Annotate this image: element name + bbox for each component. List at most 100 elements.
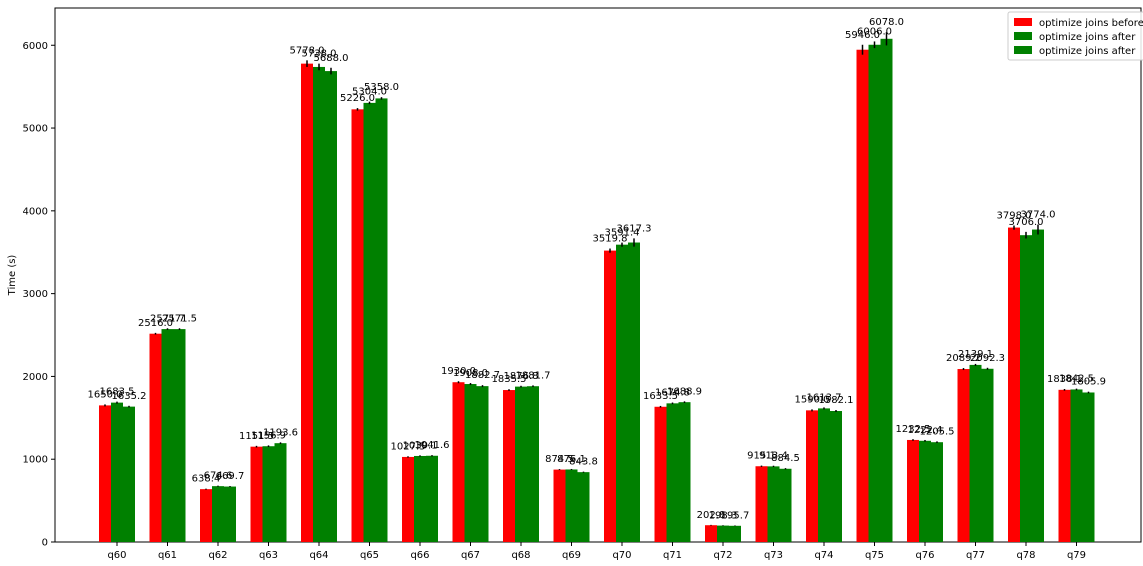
x-tick-label: q67 bbox=[461, 550, 480, 561]
bar-value-label: 3774.0 bbox=[1021, 210, 1056, 221]
bar-value-label: 1882.7 bbox=[465, 370, 500, 381]
bar-value-label: 3617.3 bbox=[617, 223, 652, 234]
bar bbox=[830, 411, 842, 542]
bar-value-label: 2571.7 bbox=[150, 313, 185, 324]
bar bbox=[705, 525, 717, 542]
bar bbox=[981, 368, 994, 542]
legend-swatch bbox=[1014, 18, 1032, 26]
bar-value-label: 1835.5 bbox=[492, 374, 527, 385]
bar bbox=[868, 44, 881, 543]
bar-value-label: 1590.0 bbox=[795, 394, 830, 405]
bar bbox=[604, 250, 616, 542]
bar-value-label: 1908.0 bbox=[453, 368, 488, 379]
y-axis: 0 1000 2000 3000 4000 5000 6000 bbox=[23, 41, 55, 549]
bar bbox=[628, 242, 640, 542]
bar bbox=[224, 486, 236, 542]
bar-value-label: 2516.0 bbox=[138, 318, 173, 329]
bar-value-label: 1232.5 bbox=[896, 424, 931, 435]
bar-value-label: 1156.9 bbox=[251, 430, 286, 441]
bar bbox=[717, 525, 729, 542]
bar-value-label: 1650.0 bbox=[88, 389, 123, 400]
x-tick-label: q63 bbox=[259, 550, 278, 561]
bar bbox=[476, 386, 489, 542]
bar-value-label: 3706.0 bbox=[1009, 217, 1044, 228]
bar bbox=[200, 489, 212, 542]
x-tick-label: q69 bbox=[562, 550, 581, 561]
x-tick-label: q60 bbox=[107, 550, 126, 561]
legend-label: optimize joins after bbox=[1039, 32, 1136, 43]
bar-value-label: 884.5 bbox=[771, 453, 800, 464]
bar-value-label: 5778.0 bbox=[290, 45, 325, 56]
bar bbox=[111, 402, 123, 542]
y-tick-label: 4000 bbox=[23, 206, 48, 217]
bar-value-label: 1222.4 bbox=[908, 425, 943, 436]
bar-value-label: 874.5 bbox=[545, 454, 574, 465]
bars bbox=[99, 32, 1095, 543]
bar bbox=[402, 456, 414, 542]
bar bbox=[931, 442, 943, 542]
bar-value-label: 1881.7 bbox=[516, 370, 551, 381]
bar bbox=[907, 439, 919, 542]
bar-value-label: 1838.1 bbox=[1047, 374, 1082, 385]
bar-value-label: 1876.8 bbox=[504, 371, 539, 382]
bar-value-label: 3591.4 bbox=[605, 228, 640, 239]
bar bbox=[375, 98, 388, 542]
x-axis: q60 q61 q62 q63 q64 q65 q66 q67 q68 q69 q70 q71 q72 q… bbox=[107, 542, 1086, 561]
bar bbox=[262, 446, 275, 542]
bar-value-label: 1688.9 bbox=[667, 386, 702, 397]
bar bbox=[515, 386, 527, 542]
bar bbox=[1058, 389, 1071, 542]
bar-value-label: 5946.0 bbox=[845, 30, 880, 41]
bar-value-label: 6078.0 bbox=[869, 17, 904, 28]
bar bbox=[503, 390, 515, 542]
legend-label: optimize joins after bbox=[1039, 46, 1136, 57]
bar-value-label: 1674.8 bbox=[655, 388, 690, 399]
bar-value-label: 1683.5 bbox=[100, 387, 135, 398]
x-tick-label: q75 bbox=[865, 550, 884, 561]
bar bbox=[363, 102, 376, 542]
bar bbox=[414, 455, 426, 542]
bar bbox=[806, 410, 818, 542]
y-axis-label: Time (s) bbox=[7, 255, 18, 297]
bar-value-label: 1205.5 bbox=[920, 426, 955, 437]
bar-value-label: 1842.5 bbox=[1059, 374, 1094, 385]
bar bbox=[1020, 235, 1032, 542]
x-tick-label: q77 bbox=[966, 550, 985, 561]
legend-swatch bbox=[1014, 46, 1032, 54]
bar-value-label: 195.7 bbox=[721, 510, 750, 521]
bar bbox=[666, 403, 679, 542]
bar-value-label: 1193.6 bbox=[263, 427, 298, 438]
bar bbox=[616, 244, 628, 543]
bar-value-label: 6006.0 bbox=[857, 26, 892, 37]
bar bbox=[779, 468, 792, 542]
bar bbox=[1082, 392, 1095, 542]
bar-value-label: 3798.0 bbox=[997, 210, 1032, 221]
bar bbox=[99, 405, 111, 542]
x-tick-label: q68 bbox=[511, 550, 530, 561]
bar-value-label: 674.6 bbox=[204, 471, 233, 482]
x-tick-label: q65 bbox=[360, 550, 379, 561]
bar-value-label: 5226.0 bbox=[340, 93, 375, 104]
bar-value-label: 843.8 bbox=[569, 457, 598, 468]
y-tick-label: 2000 bbox=[23, 372, 48, 383]
bar-value-label: 913.4 bbox=[759, 451, 788, 462]
bar bbox=[452, 382, 465, 542]
bar bbox=[351, 109, 364, 542]
bar bbox=[426, 455, 438, 542]
bar bbox=[565, 469, 578, 542]
bar bbox=[212, 486, 224, 542]
x-tick-label: q72 bbox=[713, 550, 732, 561]
bar bbox=[161, 329, 174, 542]
bar-value-label: 1613.7 bbox=[807, 392, 842, 403]
bar-value-label: 198.3 bbox=[709, 510, 738, 521]
bar-value-label: 1027.5 bbox=[391, 441, 426, 452]
bar-value-label: 1635.2 bbox=[112, 391, 147, 402]
bar-value-label: 2092.3 bbox=[970, 353, 1005, 364]
bar-value-label: 1805.9 bbox=[1071, 377, 1106, 388]
bar-value-label: 1151.5 bbox=[239, 431, 274, 442]
x-tick-label: q78 bbox=[1016, 550, 1035, 561]
x-tick-label: q76 bbox=[915, 550, 934, 561]
legend-label: optimize joins before bbox=[1039, 18, 1143, 29]
